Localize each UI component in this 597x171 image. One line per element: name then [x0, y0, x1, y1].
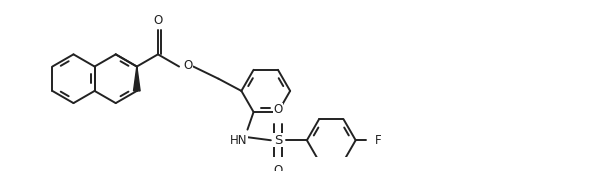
Text: O: O: [183, 58, 193, 71]
Text: O: O: [273, 103, 282, 116]
Text: O: O: [153, 14, 162, 27]
Polygon shape: [134, 67, 140, 91]
Text: S: S: [274, 134, 282, 147]
Text: HN: HN: [230, 134, 248, 147]
Text: F: F: [374, 134, 381, 147]
Text: O: O: [273, 164, 282, 171]
